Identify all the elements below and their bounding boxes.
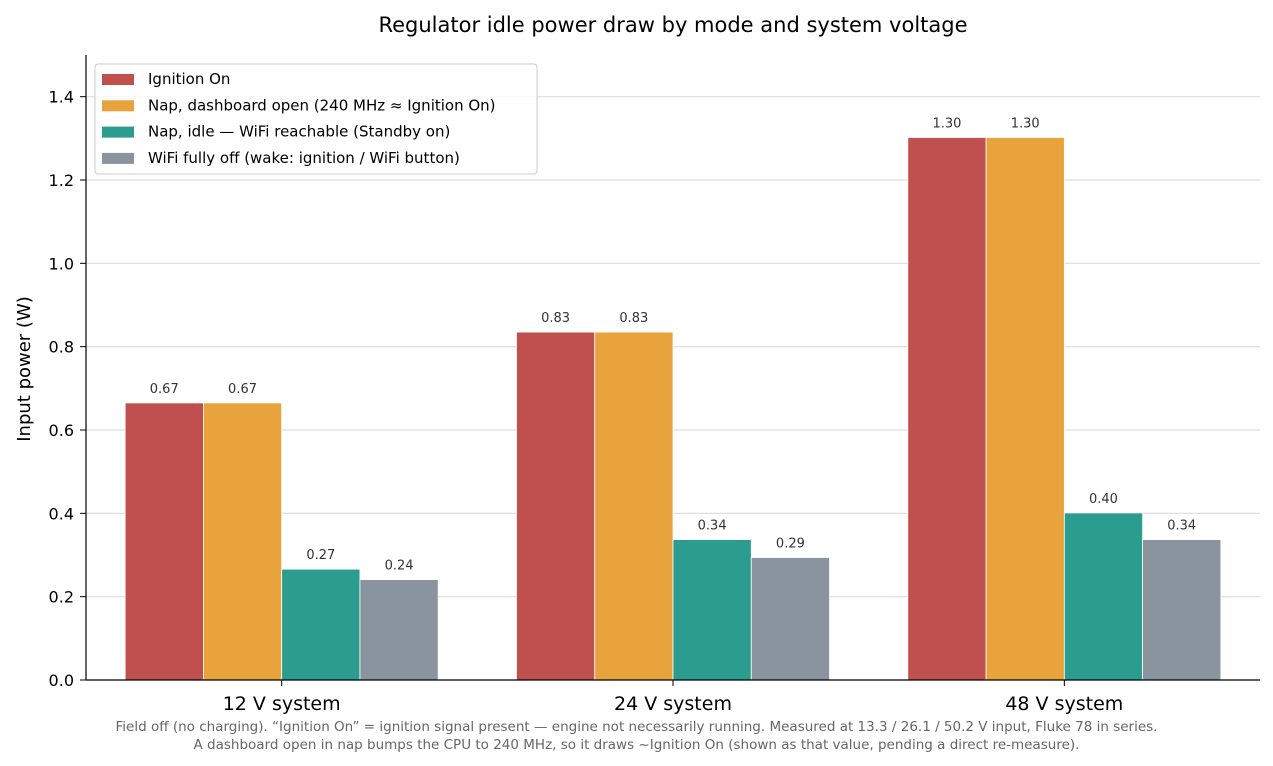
bar-value-label: 0.27 xyxy=(306,548,335,563)
y-axis-label: Input power (W) xyxy=(14,296,35,442)
bar-value-label: 0.29 xyxy=(776,537,805,552)
legend-entry-label: Nap, dashboard open (240 MHz ≈ Ignition … xyxy=(148,96,496,114)
bar xyxy=(985,137,1065,681)
y-tick-label: 1.2 xyxy=(49,171,74,190)
bar-value-label: 1.30 xyxy=(1011,117,1040,132)
value-labels: 0.67 0.83 1.30 0.67 0.83 1.30 0.27 0.34 0.40 0.24… xyxy=(150,117,1196,574)
bar-value-label: 0.40 xyxy=(1089,492,1118,507)
bar xyxy=(750,557,830,681)
caption-line-1: Field off (no charging). “Ignition On” =… xyxy=(115,719,1158,735)
bar-value-label: 1.30 xyxy=(932,117,961,132)
y-tick-label: 0.6 xyxy=(49,421,74,440)
bar xyxy=(359,579,439,681)
y-tick-label: 0.2 xyxy=(49,588,74,607)
legend-swatch xyxy=(102,152,134,164)
legend: Ignition On Nap, dashboard open (240 MHz … xyxy=(94,63,538,175)
y-tick-label: 0.0 xyxy=(49,671,74,690)
x-tick-label: 12 V system xyxy=(223,693,341,715)
x-tick-label: 24 V system xyxy=(614,693,732,715)
bar-value-label: 0.67 xyxy=(150,382,179,397)
x-axis-ticks: 12 V system 24 V system 48 V system xyxy=(223,680,1123,715)
bar xyxy=(124,402,204,681)
bar-value-label: 0.24 xyxy=(385,559,414,574)
y-axis-ticks: 0.0 0.2 0.4 0.6 0.8 1.0 1.2 1.4 xyxy=(49,88,86,690)
bar-value-label: 0.83 xyxy=(619,311,648,326)
legend-entry-label: Ignition On xyxy=(148,70,230,88)
chart-title: Regulator idle power draw by mode and sy… xyxy=(378,13,967,37)
bar xyxy=(281,568,361,681)
legend-swatch xyxy=(102,74,134,85)
caption-line-2: A dashboard open in nap bumps the CPU to… xyxy=(193,737,1080,753)
y-tick-label: 1.4 xyxy=(49,88,74,107)
bar-value-label: 0.34 xyxy=(1167,519,1196,534)
bar-value-label: 0.34 xyxy=(698,519,727,534)
bar xyxy=(202,402,283,681)
bar xyxy=(594,331,674,681)
legend-box xyxy=(94,63,538,175)
y-tick-label: 0.8 xyxy=(49,338,74,357)
legend-swatch xyxy=(102,100,134,112)
bar xyxy=(1063,512,1144,681)
y-tick-label: 0.4 xyxy=(49,504,74,523)
bar xyxy=(907,137,987,681)
bar-value-label: 0.83 xyxy=(541,311,570,326)
bar xyxy=(516,331,596,681)
bar xyxy=(672,539,752,681)
legend-swatch xyxy=(102,126,134,138)
bar-value-label: 0.67 xyxy=(228,382,257,397)
legend-entry-label: WiFi fully off (wake: ignition / WiFi bu… xyxy=(148,149,460,167)
bars xyxy=(124,137,1222,681)
legend-entry-label: Nap, idle — WiFi reachable (Standby on) xyxy=(148,123,450,141)
x-tick-label: 48 V system xyxy=(1005,693,1123,715)
y-tick-label: 1.0 xyxy=(49,254,74,273)
bar xyxy=(1142,539,1222,681)
